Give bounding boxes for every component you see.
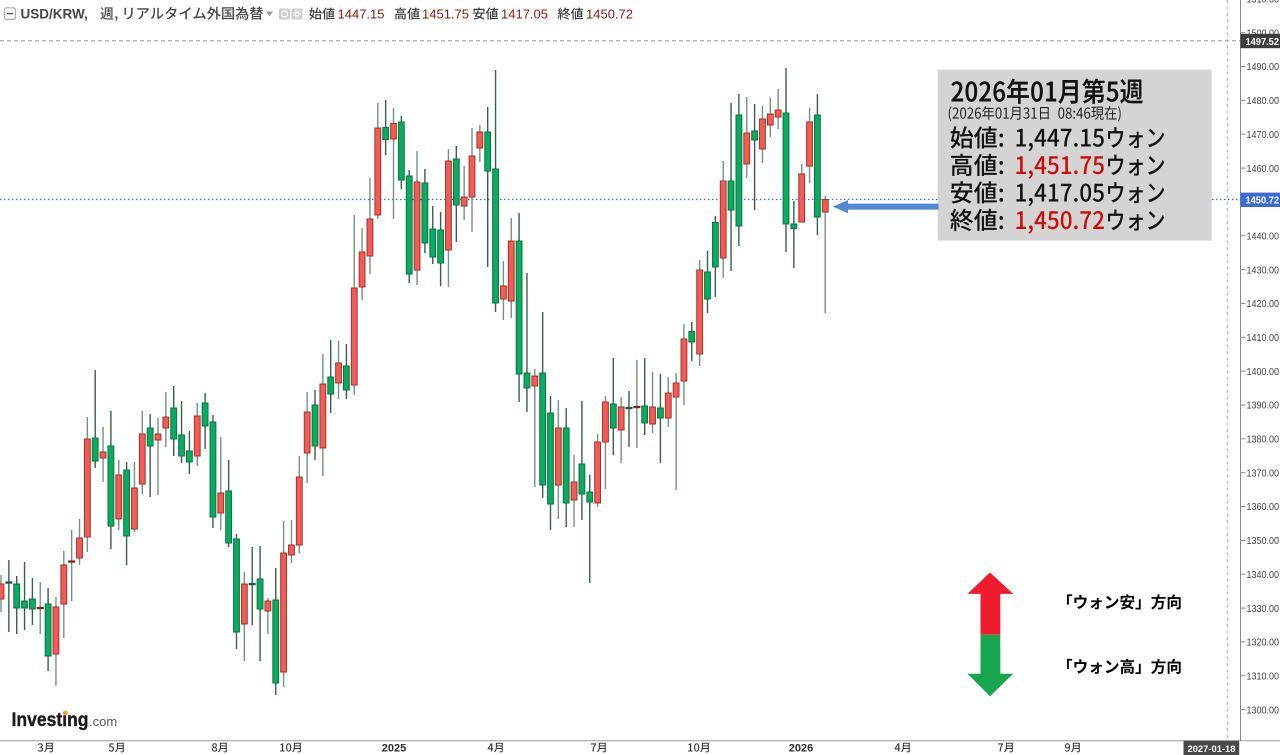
svg-text:1360.00: 1360.00 — [1247, 501, 1280, 513]
svg-text:1390.00: 1390.00 — [1247, 400, 1280, 412]
svg-text:1310.00: 1310.00 — [1247, 671, 1280, 683]
svg-text:1497.52: 1497.52 — [1246, 36, 1280, 48]
svg-text:2027-01-18: 2027-01-18 — [1188, 744, 1236, 755]
svg-text:1480.00: 1480.00 — [1247, 95, 1280, 107]
svg-text:1460.00: 1460.00 — [1247, 163, 1280, 175]
svg-text:1320.00: 1320.00 — [1247, 637, 1280, 649]
svg-text:1370.00: 1370.00 — [1247, 467, 1280, 479]
svg-text:2026: 2026 — [789, 743, 813, 755]
svg-text:1350.00: 1350.00 — [1247, 535, 1280, 547]
svg-text:.com: .com — [89, 714, 117, 729]
svg-text:1470.00: 1470.00 — [1247, 129, 1280, 141]
svg-text:1380.00: 1380.00 — [1247, 434, 1280, 446]
svg-text:1510.00: 1510.00 — [1247, 0, 1280, 6]
svg-text:Investing: Investing — [12, 709, 89, 731]
svg-text:1447.15: 1447.15 — [338, 7, 385, 22]
svg-text:,: , — [115, 7, 119, 22]
svg-text:1300.00: 1300.00 — [1247, 704, 1280, 716]
svg-text:1490.00: 1490.00 — [1247, 61, 1280, 73]
svg-text:1420.00: 1420.00 — [1247, 298, 1280, 310]
svg-text:1330.00: 1330.00 — [1247, 603, 1280, 615]
svg-text:1340.00: 1340.00 — [1247, 569, 1280, 581]
svg-text:1400.00: 1400.00 — [1247, 366, 1280, 378]
svg-text:1417.05: 1417.05 — [501, 7, 548, 22]
svg-text:1450.72: 1450.72 — [1246, 195, 1280, 207]
svg-text:1430.00: 1430.00 — [1247, 264, 1280, 276]
svg-text:1450.72: 1450.72 — [586, 7, 633, 22]
svg-text:1440.00: 1440.00 — [1247, 230, 1280, 242]
svg-text:2025: 2025 — [382, 743, 406, 755]
svg-text:USD/KRW,: USD/KRW, — [21, 7, 88, 22]
svg-text:1410.00: 1410.00 — [1247, 332, 1280, 344]
svg-text:1451.75: 1451.75 — [422, 7, 469, 22]
